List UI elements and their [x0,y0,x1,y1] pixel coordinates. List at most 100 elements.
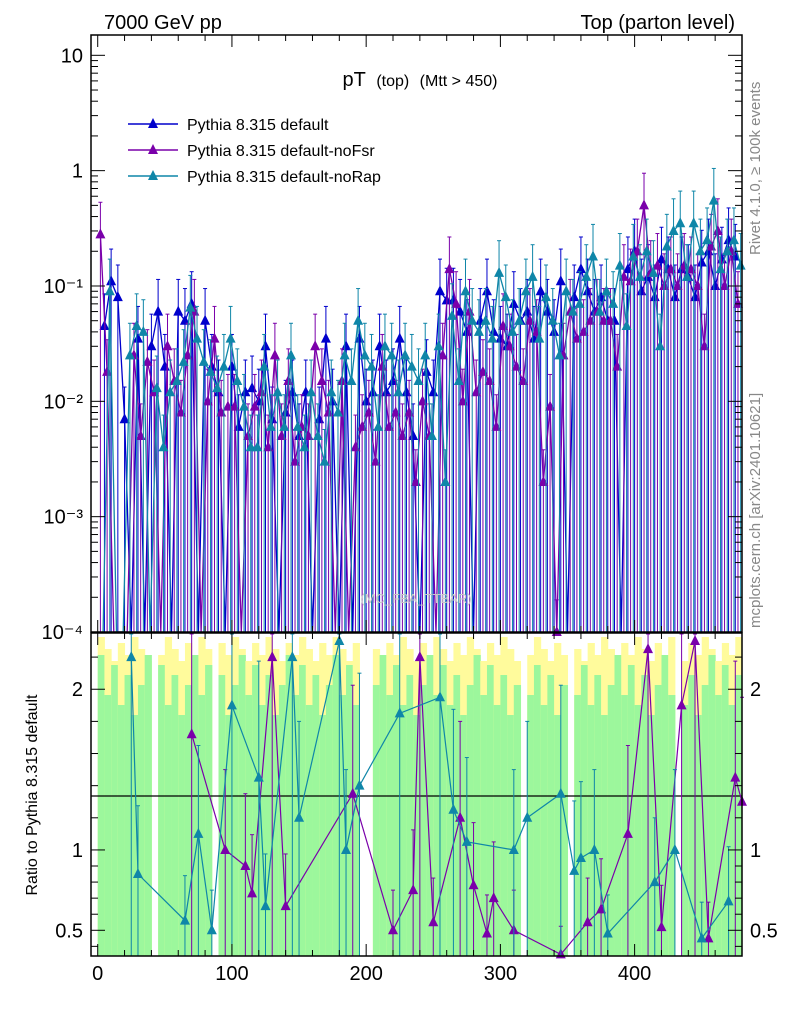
band-inner [614,655,622,956]
legend-marker-noFsr [148,144,158,154]
ratio-ytick-label-right: 2 [750,679,761,701]
data-point [112,291,123,302]
data-point [594,305,605,316]
band-inner [372,685,381,956]
series-1 [95,172,743,636]
ratio-point [622,827,633,838]
data-point [366,360,377,371]
band-inner [507,715,515,956]
plot-title-main: pT [343,69,366,91]
data-point [259,360,270,371]
data-point [312,430,323,441]
ratio-point [179,914,190,925]
band-inner [735,675,743,956]
band-inner [386,695,394,956]
data-point [346,375,357,386]
ratio-point [569,864,580,875]
data-point [457,395,468,406]
ratio-point [649,876,660,887]
watermark: (MC_FBA_TTBAR) [360,591,471,606]
band-inner [554,715,562,956]
band-inner [299,665,307,956]
data-point [511,360,522,371]
ratio-ytick-label-right: 0.5 [750,920,778,942]
ratio-point [247,887,258,898]
data-point [332,406,343,417]
ratio-point [656,921,667,932]
band-inner [446,705,454,956]
ratio-point [186,728,197,739]
data-point [588,250,599,261]
band-inner [601,715,609,956]
ratio-point [596,903,607,914]
band-inner [245,695,253,956]
ratio-ytick-label: 1 [72,840,83,862]
band-inner [419,685,428,956]
data-point [359,349,370,360]
data-point [263,441,274,452]
data-point [518,375,529,386]
band-inner [225,715,233,956]
band-inner [627,665,636,956]
ratio-point [394,707,405,718]
ratio-point [267,651,278,662]
band-inner [231,685,240,956]
data-point [212,382,223,393]
data-point [185,301,196,312]
data-point [719,279,730,290]
band-inner [339,695,347,956]
band-inner [379,655,387,956]
band-inner [439,665,448,956]
data-point [500,291,511,302]
ratio-point [341,843,352,854]
ratio-plot-frame [90,632,743,957]
band-inner [466,685,475,956]
data-point [381,386,392,397]
data-point [428,386,439,397]
ratio-point [280,900,291,911]
data-point [420,349,431,360]
data-point [363,406,374,417]
band-inner [191,655,199,956]
band-inner [473,655,481,956]
ratio-point [582,916,593,927]
ratio-point [388,924,399,935]
data-point [440,475,451,486]
data-point [178,355,189,366]
data-point [299,441,310,452]
ratio-point [287,651,298,662]
data-point [433,340,444,351]
main-ytick-label: 10⁻³ [44,507,84,529]
band-inner [708,655,716,956]
xtick-label: 300 [484,963,517,985]
ratio-point [193,827,204,838]
data-point [225,332,236,343]
data-point [401,386,412,397]
band-inner [486,665,495,956]
data-point [514,314,525,325]
data-point [198,355,209,366]
data-point [639,199,650,210]
band-inner [158,665,166,956]
data-point [247,382,258,393]
data-point [636,285,647,296]
data-point [434,285,445,296]
band-inner [292,695,300,956]
ratio-ytick-label-right: 1 [750,840,761,862]
data-point [233,420,244,431]
ratio-point [481,927,492,938]
data-point [272,386,283,397]
band-inner [265,675,273,956]
ratio-point [253,771,264,782]
data-point [124,349,135,360]
data-point [159,360,170,371]
data-point [669,291,680,302]
ratio-point [354,779,365,790]
data-point [447,309,458,320]
ratio-point [555,787,566,798]
data-point [386,349,397,360]
ratio-point [676,699,687,710]
series-2 [102,167,746,633]
band-inner [325,685,334,956]
data-point [481,285,492,296]
